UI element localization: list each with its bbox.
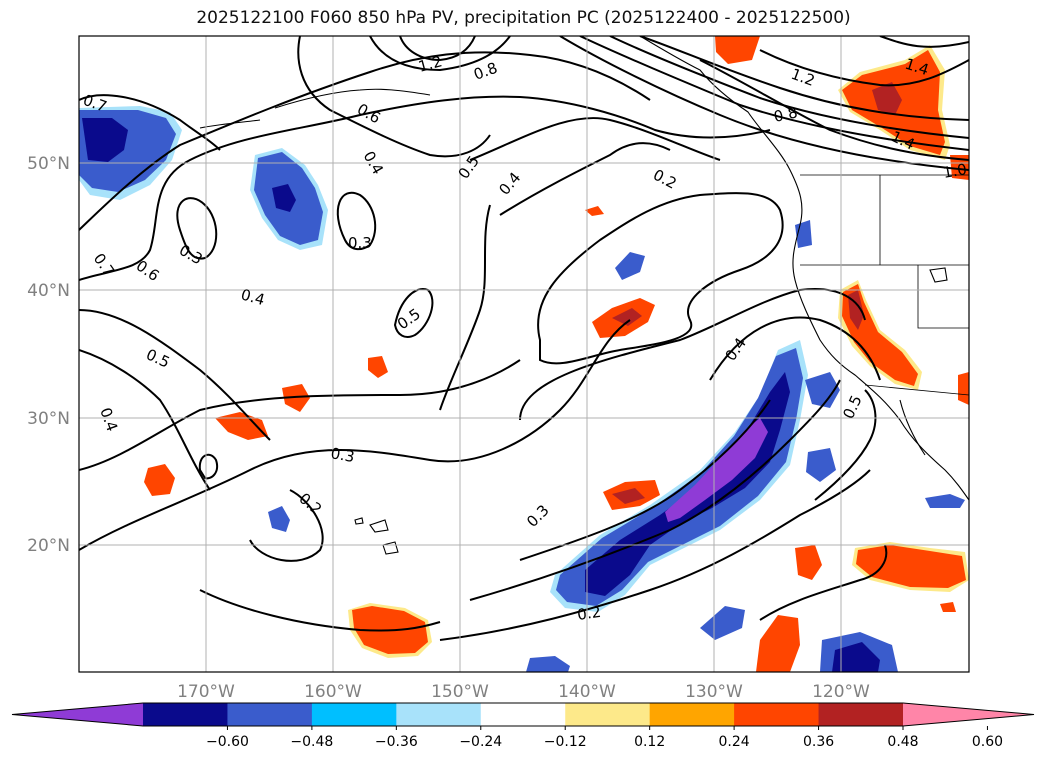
colorbar-tick-label: −0.36 bbox=[375, 734, 418, 750]
colorbar-tick-label: 0.24 bbox=[719, 734, 750, 750]
contour-label: 1.0 bbox=[942, 160, 969, 182]
contour-label: 0.4 bbox=[239, 285, 267, 309]
contour-label: 0.3 bbox=[348, 234, 372, 252]
colorbar-segment bbox=[818, 703, 904, 726]
lat-label-40n: 40°N bbox=[27, 281, 70, 301]
map-title: 2025122100 F060 850 hPa PV, precipitatio… bbox=[196, 8, 851, 28]
longitude-labels: 170°W 160°W 150°W 140°W 130°W 120°W bbox=[177, 682, 870, 702]
lat-label-20n: 20°N bbox=[27, 536, 70, 556]
pv-contours bbox=[79, 36, 969, 641]
lon-label-120w: 120°W bbox=[812, 682, 870, 702]
lat-label-50n: 50°N bbox=[27, 154, 70, 174]
colorbar-segment bbox=[565, 703, 651, 726]
map-frame bbox=[78, 35, 970, 673]
contour-label: 0.8 bbox=[772, 103, 799, 126]
coastlines bbox=[199, 36, 969, 555]
contour-label: 1.2 bbox=[416, 52, 444, 76]
colorbar-tick-label: 0.12 bbox=[634, 734, 665, 750]
colorbar-tick-label: 0.60 bbox=[972, 734, 1003, 750]
colorbar-outline bbox=[11, 702, 1035, 727]
map-plot-area: 0.7 0.8 1.2 0.6 0.4 0.3 0.5 0.4 0.2 0.8 … bbox=[79, 36, 969, 672]
colorbar-segment bbox=[396, 703, 482, 726]
colorbar-segment bbox=[227, 703, 313, 726]
colorbar-segment bbox=[143, 703, 228, 726]
lon-label-170w: 170°W bbox=[177, 682, 235, 702]
colorbar-tick-label: −0.24 bbox=[459, 734, 502, 750]
colorbar-segment bbox=[480, 703, 566, 726]
colorbar-segment bbox=[734, 703, 820, 726]
contour-label: 0.3 bbox=[329, 444, 356, 466]
contour-label: 0.2 bbox=[576, 603, 602, 624]
colorbar-tick-label: 0.36 bbox=[803, 734, 834, 750]
lon-label-150w: 150°W bbox=[431, 682, 489, 702]
colorbar-tick-label: −0.60 bbox=[206, 734, 249, 750]
lon-label-130w: 130°W bbox=[685, 682, 743, 702]
lat-label-30n: 30°N bbox=[27, 409, 70, 429]
latitude-labels: 50°N 40°N 30°N 20°N bbox=[27, 154, 70, 556]
colorbar-extend-min bbox=[12, 703, 143, 726]
colorbar-segment bbox=[311, 703, 397, 726]
colorbar-extend-max bbox=[903, 703, 1034, 726]
graticule bbox=[79, 36, 969, 672]
colorbar-tick-label: −0.12 bbox=[544, 734, 587, 750]
lon-label-140w: 140°W bbox=[558, 682, 616, 702]
colorbar-tick-label: −0.48 bbox=[290, 734, 333, 750]
colorbar: −0.60 −0.48 −0.36 −0.24 −0.12 0.12 0.24 0.36 0.4… bbox=[11, 702, 1035, 750]
colorbar-tick-label: 0.48 bbox=[887, 734, 918, 750]
colorbar-segment bbox=[649, 703, 735, 726]
lon-label-160w: 160°W bbox=[304, 682, 362, 702]
